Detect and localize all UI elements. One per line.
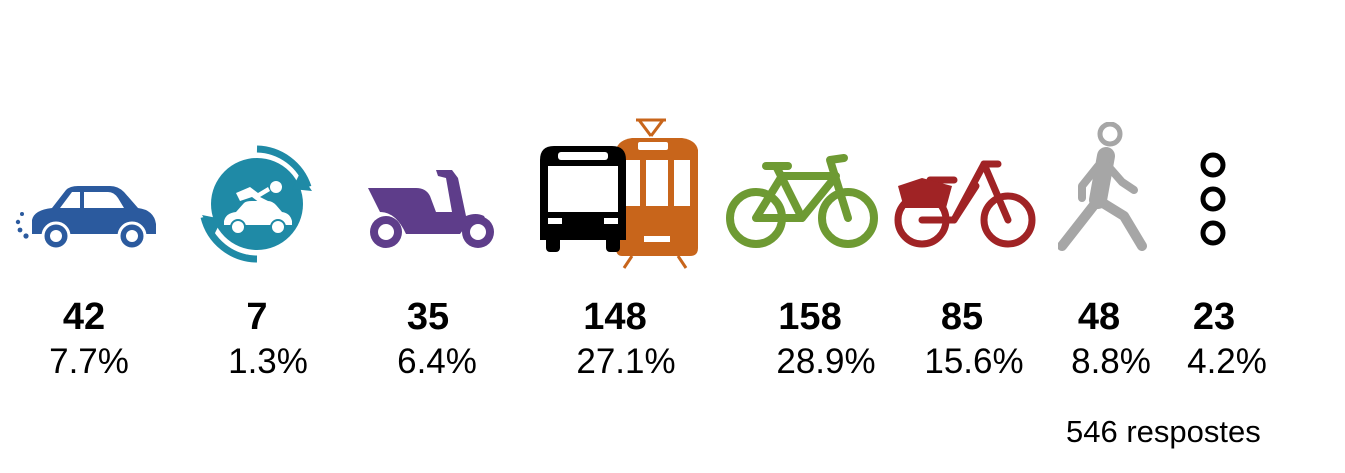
percent-public-transport: 27.1% — [576, 342, 676, 381]
count-shared-bicycle: 85 — [940, 296, 984, 338]
percent-bicycle: 28.9% — [776, 342, 876, 381]
count-walking: 48 — [1077, 296, 1121, 338]
count-bicycle: 158 — [778, 296, 842, 338]
more-icon — [1200, 152, 1226, 246]
percent-carsharing: 1.3% — [228, 342, 308, 381]
count-other: 23 — [1192, 296, 1236, 338]
percent-walking: 8.8% — [1071, 342, 1151, 381]
motorcycle-icon — [368, 170, 494, 248]
bicycle-icon — [726, 154, 878, 248]
percent-shared-bicycle: 15.6% — [924, 342, 1024, 381]
percent-other: 4.2% — [1187, 342, 1267, 381]
percent-car: 7.7% — [49, 342, 129, 381]
car-icon — [15, 186, 156, 251]
count-motorcycle: 35 — [406, 296, 450, 338]
count-car: 42 — [62, 296, 106, 338]
bus-tram-icon — [540, 118, 698, 269]
percent-motorcycle: 6.4% — [397, 342, 477, 381]
total-responses: 546 respostes — [1066, 414, 1261, 449]
count-carsharing: 7 — [246, 296, 268, 338]
carsharing-icon — [200, 145, 312, 263]
walking-icon — [1058, 122, 1147, 251]
shared-bicycle-icon — [894, 160, 1036, 248]
count-public-transport: 148 — [583, 296, 647, 338]
